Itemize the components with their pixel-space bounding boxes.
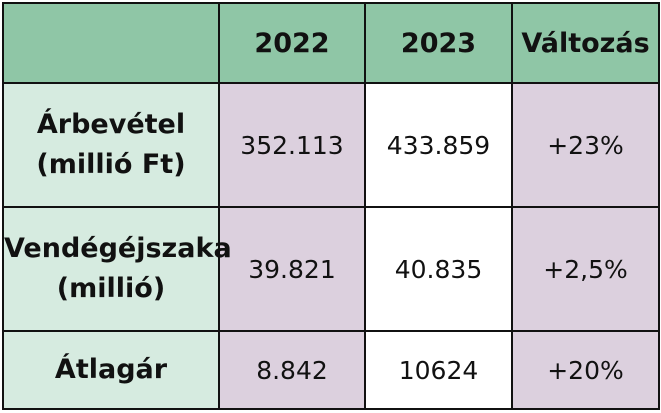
row-header-line1: Átlagár (54, 354, 168, 385)
cell-guest-nights-2022: 39.821 (218, 206, 366, 332)
header-2022: 2022 (218, 2, 366, 84)
row-header-line1: Vendégéjszaka (4, 233, 232, 264)
cell-average-price-change: +20% (511, 330, 660, 410)
cell-average-price-2022: 8.842 (218, 330, 366, 410)
row-header-line2: (millió Ft) (36, 149, 186, 180)
table-row: Átlagár 8.842 10624 +20% (2, 330, 660, 410)
header-corner-cell (2, 2, 220, 84)
cell-revenue-change: +23% (511, 82, 660, 208)
row-header-guest-nights: Vendégéjszaka (millió) (2, 206, 232, 332)
cell-guest-nights-change: +2,5% (511, 206, 660, 332)
cell-average-price-2023: 10624 (364, 330, 513, 410)
table-row: Árbevétel (millió Ft) 352.113 433.859 +2… (2, 82, 660, 208)
row-header-line2: (millió) (56, 273, 166, 304)
row-header-line1: Árbevétel (36, 109, 186, 140)
header-change: Változás (511, 2, 660, 84)
cell-guest-nights-2023: 40.835 (364, 206, 513, 332)
cell-revenue-2023: 433.859 (364, 82, 513, 208)
header-row: 2022 2023 Változás (2, 2, 660, 84)
cell-revenue-2022: 352.113 (218, 82, 366, 208)
row-header-average-price: Átlagár (2, 330, 220, 410)
header-2023: 2023 (364, 2, 513, 84)
row-header-revenue: Árbevétel (millió Ft) (2, 82, 220, 208)
table-row: Vendégéjszaka (millió) 39.821 40.835 +2,… (2, 206, 660, 332)
